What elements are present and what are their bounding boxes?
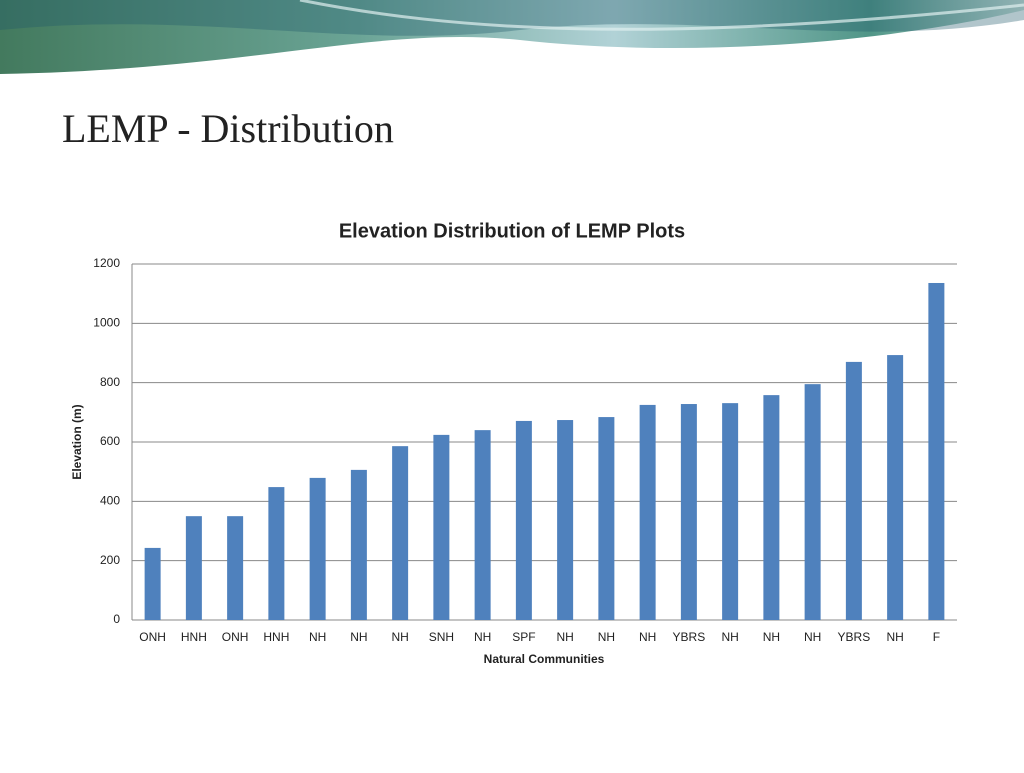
- y-tick-label: 200: [100, 553, 120, 567]
- y-tick-label: 1200: [93, 256, 120, 270]
- bar: [845, 361, 862, 620]
- bar: [722, 403, 739, 620]
- y-tick-label: 600: [100, 434, 120, 448]
- bar: [763, 395, 780, 620]
- x-tick-label: NH: [474, 630, 491, 644]
- y-tick-label: 400: [100, 494, 120, 508]
- x-tick-label: NH: [350, 630, 367, 644]
- x-axis-label: Natural Communities: [484, 652, 605, 666]
- x-tick-label: F: [933, 630, 940, 644]
- x-tick-label: NH: [556, 630, 573, 644]
- bar: [268, 487, 285, 620]
- x-tick-label: HNH: [263, 630, 289, 644]
- x-tick-label: SPF: [512, 630, 535, 644]
- x-tick-label: YBRS: [838, 630, 871, 644]
- y-tick-label: 800: [100, 375, 120, 389]
- x-tick-label: NH: [886, 630, 903, 644]
- bar: [433, 434, 450, 620]
- bar: [144, 547, 161, 620]
- x-tick-label: SNH: [429, 630, 454, 644]
- y-axis-label: Elevation (m): [70, 404, 84, 479]
- x-tick-label: NH: [804, 630, 821, 644]
- x-tick-label: ONH: [222, 630, 249, 644]
- x-tick-label: ONH: [139, 630, 166, 644]
- x-tick-label: HNH: [181, 630, 207, 644]
- x-tick-label: NH: [721, 630, 738, 644]
- x-tick-label: YBRS: [673, 630, 706, 644]
- bar: [557, 420, 574, 620]
- bar: [804, 384, 821, 620]
- x-tick-label: NH: [391, 630, 408, 644]
- x-tick-label: NH: [639, 630, 656, 644]
- bar: [598, 417, 615, 620]
- bar: [185, 516, 202, 620]
- bar: [680, 404, 697, 620]
- bar: [392, 446, 409, 620]
- bar: [309, 477, 326, 620]
- bar: [639, 404, 656, 620]
- bar: [474, 430, 491, 620]
- slide-title: LEMP - Distribution: [62, 106, 394, 151]
- chart-title: Elevation Distribution of LEMP Plots: [339, 220, 685, 242]
- bar: [928, 282, 945, 620]
- bar: [515, 420, 532, 620]
- bar: [887, 355, 904, 620]
- header-decoration: [0, 0, 1024, 74]
- x-tick-label: NH: [763, 630, 780, 644]
- x-tick-label: NH: [598, 630, 615, 644]
- x-tick-label: NH: [309, 630, 326, 644]
- y-tick-label: 1000: [93, 316, 120, 330]
- bar: [227, 516, 244, 620]
- y-tick-label: 0: [113, 612, 120, 626]
- bar: [350, 469, 367, 620]
